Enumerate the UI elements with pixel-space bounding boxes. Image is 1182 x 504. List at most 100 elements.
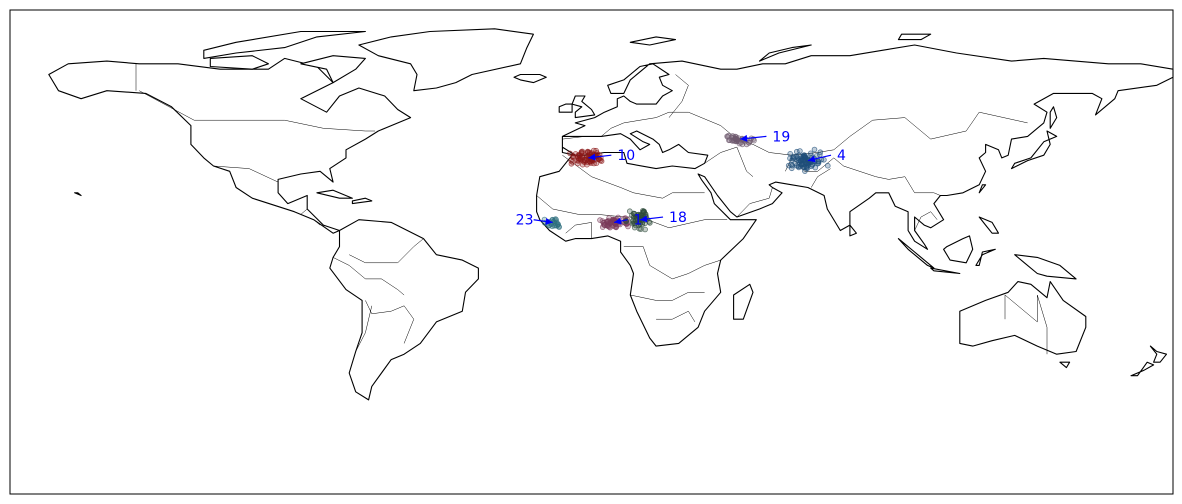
- data-point: [579, 154, 586, 161]
- cluster-1-arrowhead: [614, 217, 622, 225]
- cluster-23-label: 23: [516, 213, 534, 229]
- south-america-landmass: [329, 219, 479, 401]
- data-point: [824, 162, 831, 169]
- border-line: [300, 208, 321, 226]
- new-zealand-north-landmass: [1149, 345, 1168, 363]
- british-isles-landmass: [571, 95, 596, 119]
- cluster-23-points: [541, 216, 562, 230]
- border-line: [349, 238, 424, 264]
- hispaniola-landmass: [351, 197, 373, 205]
- border-line: [630, 292, 705, 301]
- border-line: [810, 168, 831, 188]
- data-point: [802, 152, 808, 159]
- australia-landmass: [959, 281, 1087, 355]
- data-point: [726, 137, 733, 144]
- cluster-18-label: 18: [669, 210, 687, 226]
- philippines-landmass: [978, 216, 1000, 234]
- data-point: [807, 150, 814, 157]
- hawaii-landmass: [74, 192, 82, 197]
- data-point: [821, 157, 827, 163]
- cuba-landmass: [316, 189, 353, 199]
- border-line: [562, 111, 1028, 156]
- sumatra-landmass: [897, 238, 935, 269]
- data-point: [729, 133, 736, 139]
- data-point: [570, 153, 577, 159]
- border-line: [736, 187, 773, 218]
- data-point: [789, 162, 796, 169]
- border-line: [139, 90, 376, 132]
- sulawesi-landmass: [975, 248, 996, 266]
- sri-lanka-landmass: [849, 224, 857, 237]
- data-point: [578, 149, 585, 156]
- cluster-10-arrowhead: [588, 153, 596, 161]
- border-line: [365, 300, 415, 344]
- taiwan-landmass: [978, 184, 987, 194]
- novaya-zemlya-landmass: [758, 44, 812, 62]
- data-point: [746, 139, 752, 146]
- data-point: [554, 222, 561, 228]
- data-point: [574, 160, 581, 167]
- cluster-4-label: 4: [837, 148, 846, 164]
- data-point: [568, 157, 574, 164]
- data-point: [811, 146, 818, 153]
- new-guinea-landmass: [1014, 254, 1077, 280]
- cluster-4-arrowhead: [807, 155, 816, 163]
- data-point: [638, 213, 645, 219]
- cluster-19-label: 19: [772, 129, 790, 145]
- border-line: [536, 195, 728, 229]
- data-point: [735, 135, 742, 141]
- victoria-island-landmass: [209, 55, 269, 70]
- border-line: [904, 176, 941, 196]
- data-point: [641, 208, 647, 215]
- data-point: [795, 163, 802, 170]
- data-point: [636, 226, 643, 232]
- data-point: [802, 154, 808, 160]
- border-line: [565, 222, 592, 239]
- country-borders: [135, 63, 1048, 355]
- data-point: [790, 153, 797, 160]
- cluster-23-arrowhead: [545, 217, 553, 225]
- africa-eurasia-landmass: [536, 44, 1174, 347]
- border-line: [1004, 294, 1048, 355]
- border-line: [704, 146, 754, 177]
- tasmania-landmass: [1059, 361, 1071, 369]
- cluster-10-label: 10: [617, 148, 635, 164]
- border-line: [562, 154, 705, 199]
- data-point: [801, 164, 808, 170]
- data-point: [795, 157, 801, 164]
- border-line: [213, 165, 279, 183]
- sakhalin-landmass: [1049, 106, 1058, 129]
- svalbard-landmass: [629, 36, 677, 46]
- data-point: [593, 147, 599, 154]
- data-point: [814, 160, 821, 167]
- border-line: [668, 74, 689, 118]
- borneo-landmass: [943, 235, 974, 264]
- land-masses: [48, 28, 1174, 401]
- madagascar-landmass: [733, 283, 754, 320]
- border-line: [656, 310, 696, 323]
- data-point: [647, 220, 653, 226]
- new-zealand-south-landmass: [1130, 361, 1155, 377]
- data-point: [601, 219, 608, 226]
- iceland-landmass: [513, 73, 547, 84]
- japan-landmass: [1010, 130, 1058, 170]
- data-point: [632, 217, 639, 224]
- data-point: [606, 215, 612, 221]
- data-point: [797, 148, 803, 154]
- baffin-island-landmass: [300, 55, 366, 84]
- border-line: [355, 305, 373, 352]
- border-line: [332, 257, 405, 296]
- border-line: [623, 246, 721, 280]
- cluster-18-arrowhead: [639, 215, 648, 223]
- cluster-labels: 4 10 19 23 1 18: [516, 129, 846, 228]
- data-point: [632, 222, 639, 229]
- data-point: [816, 152, 823, 158]
- greenland-landmass: [358, 28, 534, 92]
- severnaya-landmass: [897, 33, 932, 41]
- data-point: [724, 133, 730, 140]
- data-point: [584, 148, 591, 155]
- border-line: [914, 211, 938, 231]
- java-landmass: [930, 267, 961, 275]
- data-point: [642, 226, 648, 233]
